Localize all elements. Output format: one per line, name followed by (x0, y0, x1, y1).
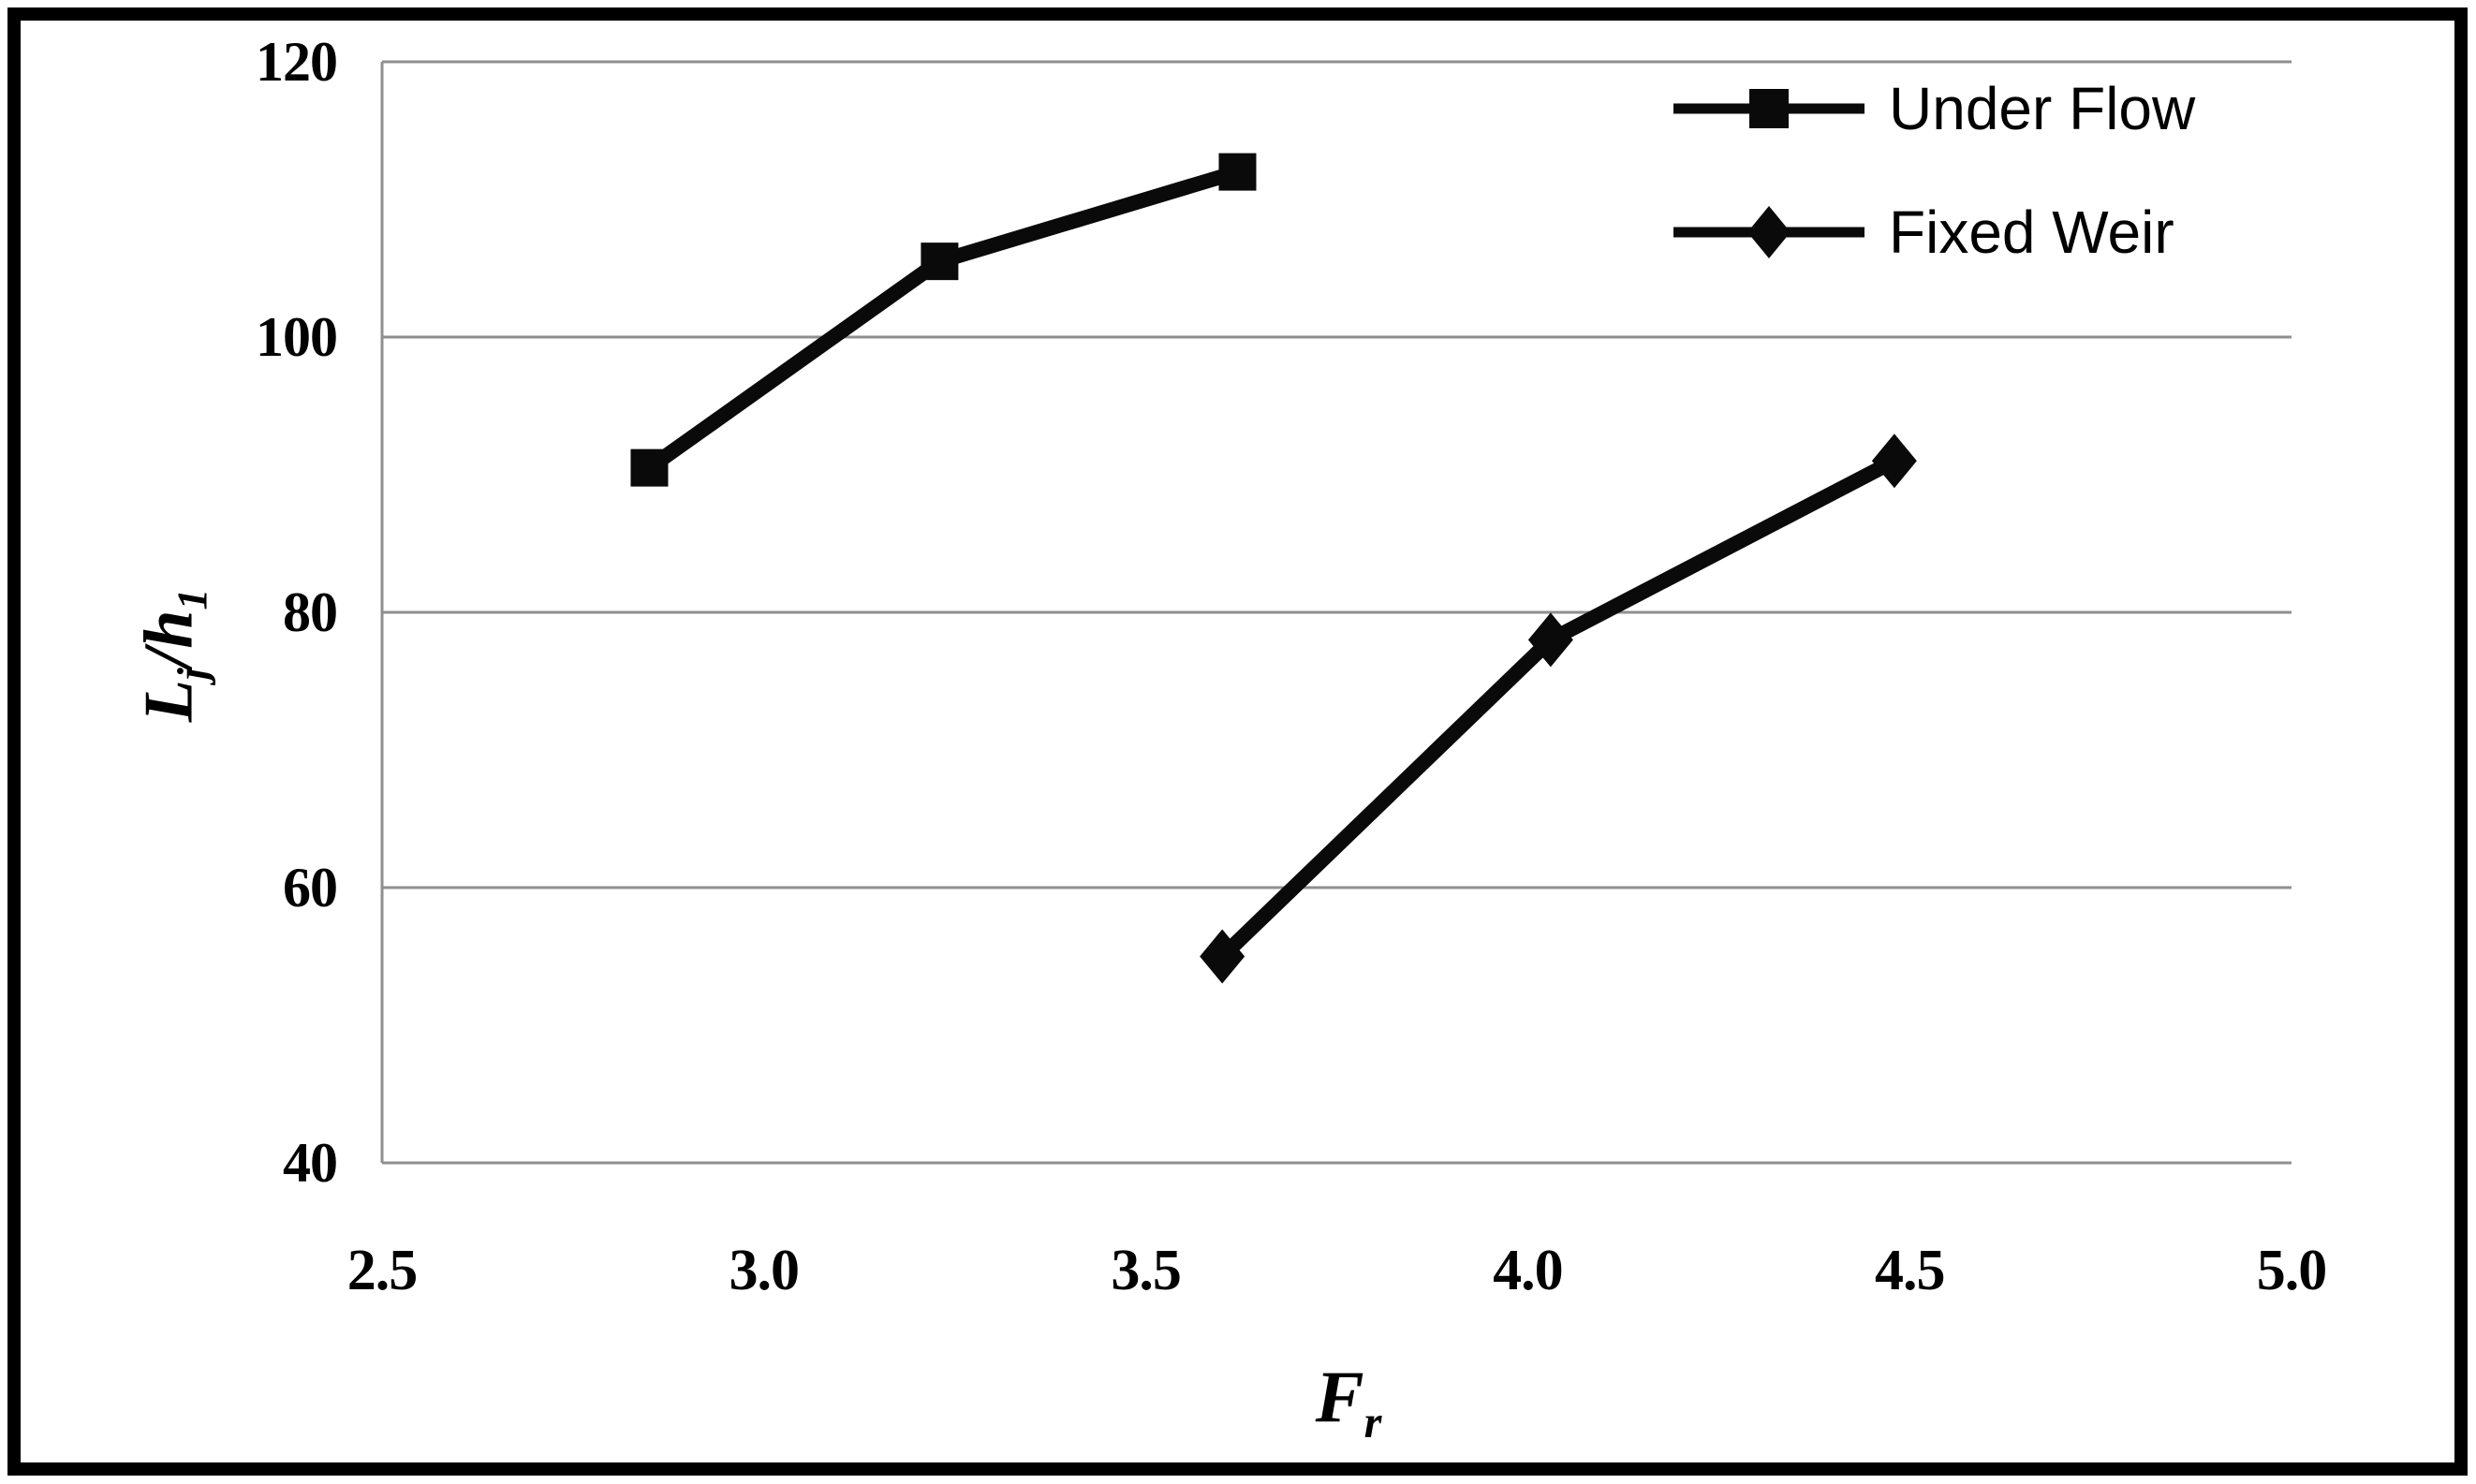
y-tick-label-120: 120 (256, 31, 338, 93)
legend-symbol-square-icon (1673, 89, 1864, 128)
data-point-marker-diamond-fixed-weir (1527, 612, 1573, 668)
y-tick-label-80: 80 (283, 581, 338, 643)
x-tick-label-3.5: 3.5 (1111, 1239, 1181, 1302)
y-tick-label-100: 100 (256, 306, 338, 368)
x-tick-label-3.0: 3.0 (729, 1239, 800, 1302)
y-axis-title-base2: h (130, 610, 208, 649)
legend: Under Flow Fixed Weir (1672, 47, 2195, 294)
y-tick-label-60: 60 (283, 857, 338, 918)
y-axis-title: Lj/h1 (129, 589, 216, 723)
legend-label-fixed-weir: Fixed Weir (1889, 198, 2174, 266)
y-axis-title-sub2: 1 (168, 588, 216, 610)
x-tick-label-4.5: 4.5 (1874, 1239, 1945, 1302)
data-point-marker-square-under-flow (921, 242, 959, 281)
legend-symbol-diamond-icon (1673, 206, 1864, 258)
data-point-marker-square-under-flow (1218, 153, 1257, 191)
x-tick-label-2.5: 2.5 (346, 1239, 418, 1302)
x-axis-title-base: F (1315, 1356, 1364, 1438)
data-point-marker-square-under-flow (630, 448, 669, 487)
x-axis-title: Fr (1316, 1355, 1382, 1448)
series-line-under-flow (644, 164, 1240, 475)
y-axis-title-base1: L (130, 680, 208, 723)
y-axis-title-sub1: j (168, 668, 216, 681)
x-tick-label-4.0: 4.0 (1493, 1239, 1563, 1302)
x-axis-title-sub: r (1363, 1397, 1382, 1447)
legend-item-fixed-weir: Fixed Weir (1672, 170, 2195, 294)
data-point-marker-diamond-fixed-weir (1200, 929, 1245, 984)
y-axis-title-separator: / (130, 648, 208, 669)
legend-item-under-flow: Under Flow (1672, 47, 2195, 170)
data-point-marker-diamond-fixed-weir (1871, 433, 1917, 489)
legend-label-under-flow: Under Flow (1889, 75, 2196, 142)
y-tick-label-40: 40 (283, 1132, 338, 1194)
x-tick-label-5.0: 5.0 (2256, 1239, 2327, 1302)
series-line-fixed-weir (1216, 454, 1898, 962)
